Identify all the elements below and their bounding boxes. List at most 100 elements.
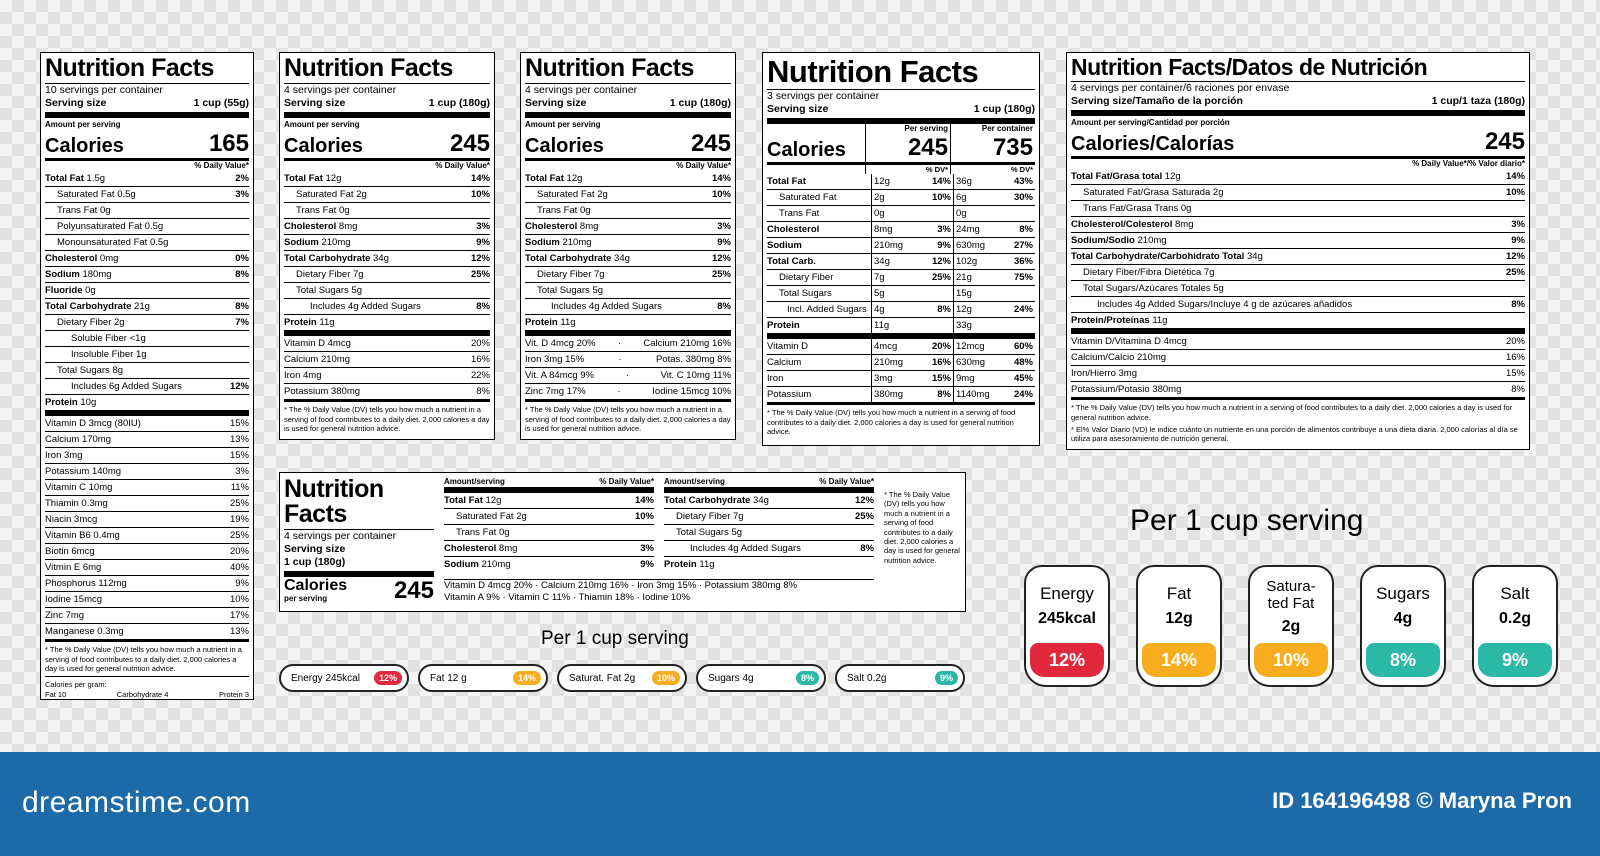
nutrient-dv: 15% bbox=[931, 373, 951, 385]
nutrient-name: Calcium bbox=[767, 357, 802, 369]
label-title-line2: Facts bbox=[284, 500, 347, 528]
vitamin-dv: 17% bbox=[229, 610, 249, 622]
nutrient-row: Total Fat 1.5g 2% bbox=[45, 171, 249, 186]
nutrient-row: Insoluble Fiber 1g bbox=[45, 346, 249, 362]
badge-1: Energy 245kcal 12% bbox=[1024, 565, 1110, 687]
nutrient-amount: 34g bbox=[614, 253, 630, 265]
nutrient-dv: 9% bbox=[1511, 235, 1525, 247]
per-column: 5g bbox=[871, 286, 953, 302]
nutrient-row: Saturated Fat 2g 10% bbox=[284, 186, 490, 202]
nutrient-name: Insoluble Fiber 1g bbox=[71, 347, 147, 362]
vitamin-row: Thiamin 0.3mg 25% bbox=[45, 495, 249, 511]
per-column: 1140mg 24% bbox=[953, 387, 1035, 403]
nutrient-dv: 9% bbox=[476, 237, 490, 249]
logo[interactable]: dreamstime.com bbox=[22, 786, 251, 819]
vitamin-name: Vitamin D 4mcg bbox=[284, 338, 351, 350]
nutrient-label: Includes 4g Added Sugars bbox=[310, 301, 421, 313]
footnote: * The % Daily Value (DV) tells you how m… bbox=[45, 645, 242, 673]
vitamin-row: Vitamin D 4mcg 20% bbox=[284, 336, 490, 351]
nutrient-dv: 45% bbox=[1013, 373, 1033, 385]
nutrient-amount: 0g bbox=[85, 285, 96, 297]
badge-percent: 12% bbox=[1030, 643, 1104, 677]
nutrient-label: Trans Fat bbox=[57, 205, 98, 217]
per-column: 4g 8% bbox=[871, 302, 953, 318]
nutrient-row: Trans Fat 0g bbox=[284, 202, 490, 218]
nutrient-amount: 8mg bbox=[579, 221, 599, 233]
vitamin-row: Calcium 210mg 16% bbox=[284, 351, 490, 367]
nutrient-label: Total Sugars/Azúcares Totales bbox=[1083, 283, 1211, 295]
nutrient-dv: 12% bbox=[854, 495, 874, 506]
nutrient-row: Total Fat 12g 14% bbox=[284, 171, 490, 186]
nutrient-row: Includes 4g Added Sugars/Incluye 4 g de … bbox=[1071, 296, 1525, 312]
nutrient-row: Includes 6g Added Sugars 12% bbox=[45, 378, 249, 394]
servings-per-container: 4 servings per container/6 raciones por … bbox=[1071, 82, 1290, 94]
nutrient-dv: 12% bbox=[470, 253, 490, 265]
nutrient-amount: 12g bbox=[325, 173, 342, 185]
nutrient-row: Total Sugars/Azúcares Totales 5g bbox=[1071, 280, 1525, 296]
badge-name: Energy bbox=[1040, 584, 1094, 603]
nutrient-dv: 25% bbox=[470, 269, 490, 281]
nutrient-dv: 8% bbox=[1019, 224, 1033, 236]
nutrient-amount: 0g bbox=[579, 205, 591, 217]
nutrient-name: Dietary Fiber 7g bbox=[296, 267, 364, 282]
vitamin-row: Vitmin E 6mg 40% bbox=[45, 559, 249, 575]
nutrient-amount: 8g bbox=[112, 365, 124, 377]
nutrient-label: Cholesterol bbox=[284, 221, 337, 233]
nutrient-dv: 8% bbox=[1511, 299, 1525, 311]
nutrient-label: Cholesterol bbox=[444, 543, 497, 554]
badge-4: Sugars 4g 8% bbox=[1360, 565, 1446, 687]
nutrient-label: Protein bbox=[664, 559, 697, 570]
pill-percent: 10% bbox=[651, 671, 680, 685]
nutrient-name: Cholesterol 0mg bbox=[45, 251, 118, 266]
nutrient-row: Protein 11g bbox=[525, 314, 731, 330]
nutrient-name: Protein bbox=[767, 320, 800, 332]
per-column: 8mg 3% bbox=[871, 222, 953, 238]
nutrient-amount: 210mg bbox=[562, 237, 592, 249]
badge-2: Fat 12g 14% bbox=[1136, 565, 1222, 687]
nutrition-label-a: Nutrition Facts 10 servings per containe… bbox=[40, 52, 254, 700]
nutrient-amount: 2g bbox=[874, 192, 885, 204]
badge-name: Satura- ted Fat bbox=[1266, 578, 1316, 612]
nutrient-label: Total Sugars bbox=[676, 527, 729, 538]
nutrient-dv: 9% bbox=[937, 240, 951, 252]
nutrient-dv: 9% bbox=[640, 559, 654, 570]
nutrient-row: Dietary Fiber 7g 25% bbox=[284, 266, 490, 282]
nutrient-name: Dietary Fiber bbox=[779, 272, 834, 284]
nutrient-dv: 25% bbox=[931, 272, 951, 284]
vitamin-right: Iodine 15mcg 10% bbox=[652, 386, 731, 398]
nutrient-label: Total Fat/Grasa total bbox=[1071, 171, 1163, 183]
nutrient-amount: 210mg bbox=[321, 237, 351, 249]
nutrient-row: Sodium/Sodio 210mg 9% bbox=[1071, 232, 1525, 248]
nutrient-label: Total Carbohydrate bbox=[664, 495, 751, 506]
nutrient-label: Includes 6g Added Sugars bbox=[71, 381, 182, 393]
nutrient-label: Cholesterol/Colesterol bbox=[1071, 219, 1173, 231]
vitamin-name: Thiamin 0.3mg bbox=[45, 498, 108, 510]
vitamin-row: Vitamin D/Vitamina D 4mcg 20% bbox=[1071, 334, 1525, 349]
calories-per-gram: Calories per gram: bbox=[45, 680, 107, 690]
nutrient-name: Total Carbohydrate 21g bbox=[45, 299, 150, 314]
nutrient-dv: 0% bbox=[235, 253, 249, 265]
vitamin-row: Manganese 0.3mg 13% bbox=[45, 623, 249, 639]
nutrient-dv: 8% bbox=[235, 269, 249, 281]
vitamin-name: Manganese 0.3mg bbox=[45, 626, 124, 638]
vitamin-row: Calcium/Calcio 210mg 16% bbox=[1071, 349, 1525, 365]
nutrient-amount: 630mg bbox=[956, 240, 986, 252]
nutrient-dv: 12% bbox=[1505, 251, 1525, 263]
nutrient-name: Soluble Fiber <1g bbox=[71, 331, 146, 346]
serving-size-row: Serving size 1 cup (180g) bbox=[767, 103, 1035, 116]
nutrient-label: Trans Fat bbox=[296, 205, 337, 217]
pill-label: Sugars 4g bbox=[708, 672, 754, 684]
nutrient-name: Potassium bbox=[767, 389, 812, 401]
nutrient-label: Dietary Fiber bbox=[296, 269, 351, 281]
nutrient-dv: 25% bbox=[1505, 267, 1525, 279]
nutrient-row: Protein 11g 33g bbox=[767, 317, 1035, 334]
nutrient-amount: 180mg bbox=[82, 269, 112, 281]
nutrient-row: Polyunsaturated Fat 0.5g bbox=[45, 218, 249, 234]
vitamin-name: Calcium/Calcio 210mg bbox=[1071, 352, 1167, 364]
per-column: 3mg 15% bbox=[871, 371, 953, 387]
calories-row: Calories 165 bbox=[45, 130, 249, 158]
label-title: Nutrition Facts/Datos de Nutrición bbox=[1071, 54, 1428, 80]
per-column: 380mg 8% bbox=[871, 387, 953, 403]
nutrient-dv: 3% bbox=[235, 189, 249, 201]
nutrient-row: Dietary Fiber 2g 7% bbox=[45, 314, 249, 330]
